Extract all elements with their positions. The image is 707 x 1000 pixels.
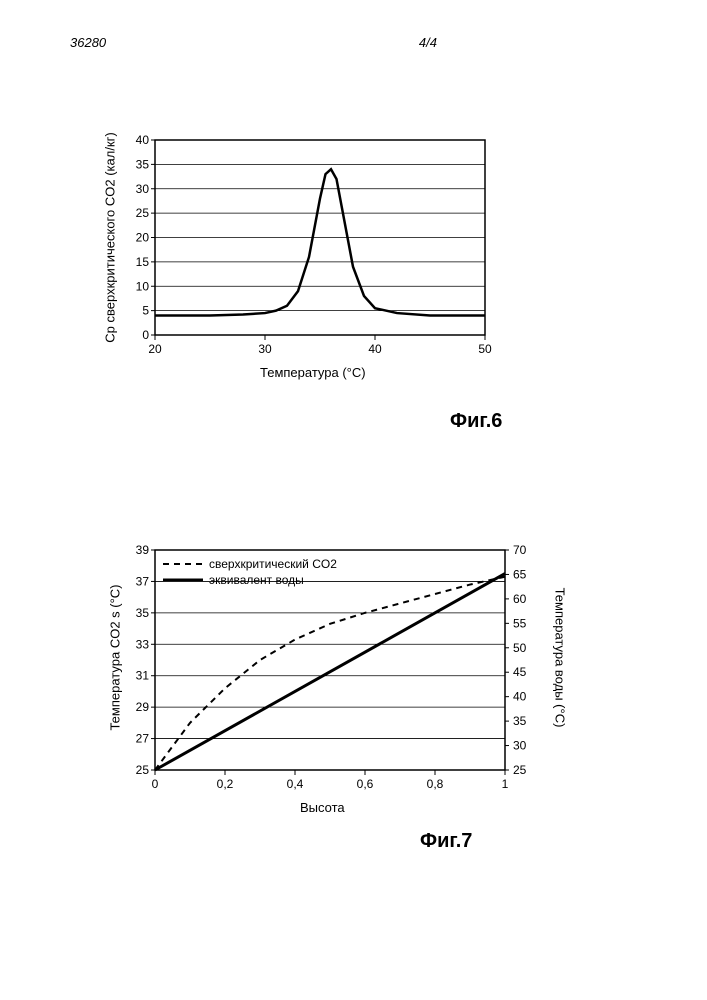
svg-text:0,4: 0,4 xyxy=(287,777,304,791)
chart7-xlabel: Высота xyxy=(300,800,345,815)
svg-text:27: 27 xyxy=(136,732,150,746)
svg-text:37: 37 xyxy=(136,574,150,588)
svg-text:40: 40 xyxy=(513,690,527,704)
svg-text:1: 1 xyxy=(502,777,509,791)
svg-text:25: 25 xyxy=(136,206,150,220)
chart7-ylabel-right: Температура воды (°C) xyxy=(553,558,568,758)
svg-text:31: 31 xyxy=(136,669,150,683)
svg-text:30: 30 xyxy=(513,739,527,753)
svg-text:39: 39 xyxy=(136,543,150,557)
svg-text:60: 60 xyxy=(513,592,527,606)
chart6-xlabel: Температура (°C) xyxy=(260,365,366,380)
svg-text:55: 55 xyxy=(513,616,527,630)
svg-text:50: 50 xyxy=(513,641,527,655)
svg-text:30: 30 xyxy=(258,342,272,356)
svg-text:сверхкритический CO2: сверхкритический CO2 xyxy=(209,557,337,571)
svg-text:эквивалент воды: эквивалент воды xyxy=(209,573,304,587)
svg-text:35: 35 xyxy=(136,157,150,171)
figure-6: 0 5 10 15 20 25 30 35 40 20 30 40 50 Cp сверхкритиче… xyxy=(100,130,530,390)
chart6-ylabel: Cp сверхкритического CO2 (кал/кг) xyxy=(103,128,118,348)
chart7-svg: 25 27 29 31 33 35 37 39 25 30 35 40 45 50 55 60 65 70 0 0,2… xyxy=(100,540,570,830)
svg-text:70: 70 xyxy=(513,543,527,557)
svg-text:20: 20 xyxy=(136,231,150,245)
svg-text:5: 5 xyxy=(142,304,149,318)
chart6-svg: 0 5 10 15 20 25 30 35 40 20 30 40 50 xyxy=(100,130,530,390)
svg-text:29: 29 xyxy=(136,700,150,714)
svg-text:45: 45 xyxy=(513,665,527,679)
figure-7-label: Фиг.7 xyxy=(420,830,472,853)
figure-7: 25 27 29 31 33 35 37 39 25 30 35 40 45 50 55 60 65 70 0 0,2… xyxy=(100,540,570,830)
svg-text:10: 10 xyxy=(136,279,150,293)
svg-text:25: 25 xyxy=(513,763,527,777)
svg-text:35: 35 xyxy=(513,714,527,728)
svg-text:25: 25 xyxy=(136,763,150,777)
svg-text:40: 40 xyxy=(368,342,382,356)
page-number: 4/4 xyxy=(419,35,437,50)
svg-text:65: 65 xyxy=(513,567,527,581)
svg-text:35: 35 xyxy=(136,606,150,620)
svg-text:0,8: 0,8 xyxy=(427,777,444,791)
svg-text:0,6: 0,6 xyxy=(357,777,374,791)
svg-text:0: 0 xyxy=(152,777,159,791)
svg-text:40: 40 xyxy=(136,133,150,147)
figure-6-label: Фиг.6 xyxy=(450,410,502,433)
doc-id: 36280 xyxy=(70,35,106,50)
chart7-ylabel-left: Температура CO2 s (°C) xyxy=(108,558,123,758)
svg-text:20: 20 xyxy=(148,342,162,356)
page-header: 36280 4/4 xyxy=(70,35,637,50)
svg-text:15: 15 xyxy=(136,255,150,269)
svg-text:30: 30 xyxy=(136,182,150,196)
svg-text:33: 33 xyxy=(136,637,150,651)
svg-text:50: 50 xyxy=(478,342,492,356)
svg-text:0,2: 0,2 xyxy=(217,777,234,791)
svg-text:0: 0 xyxy=(142,328,149,342)
